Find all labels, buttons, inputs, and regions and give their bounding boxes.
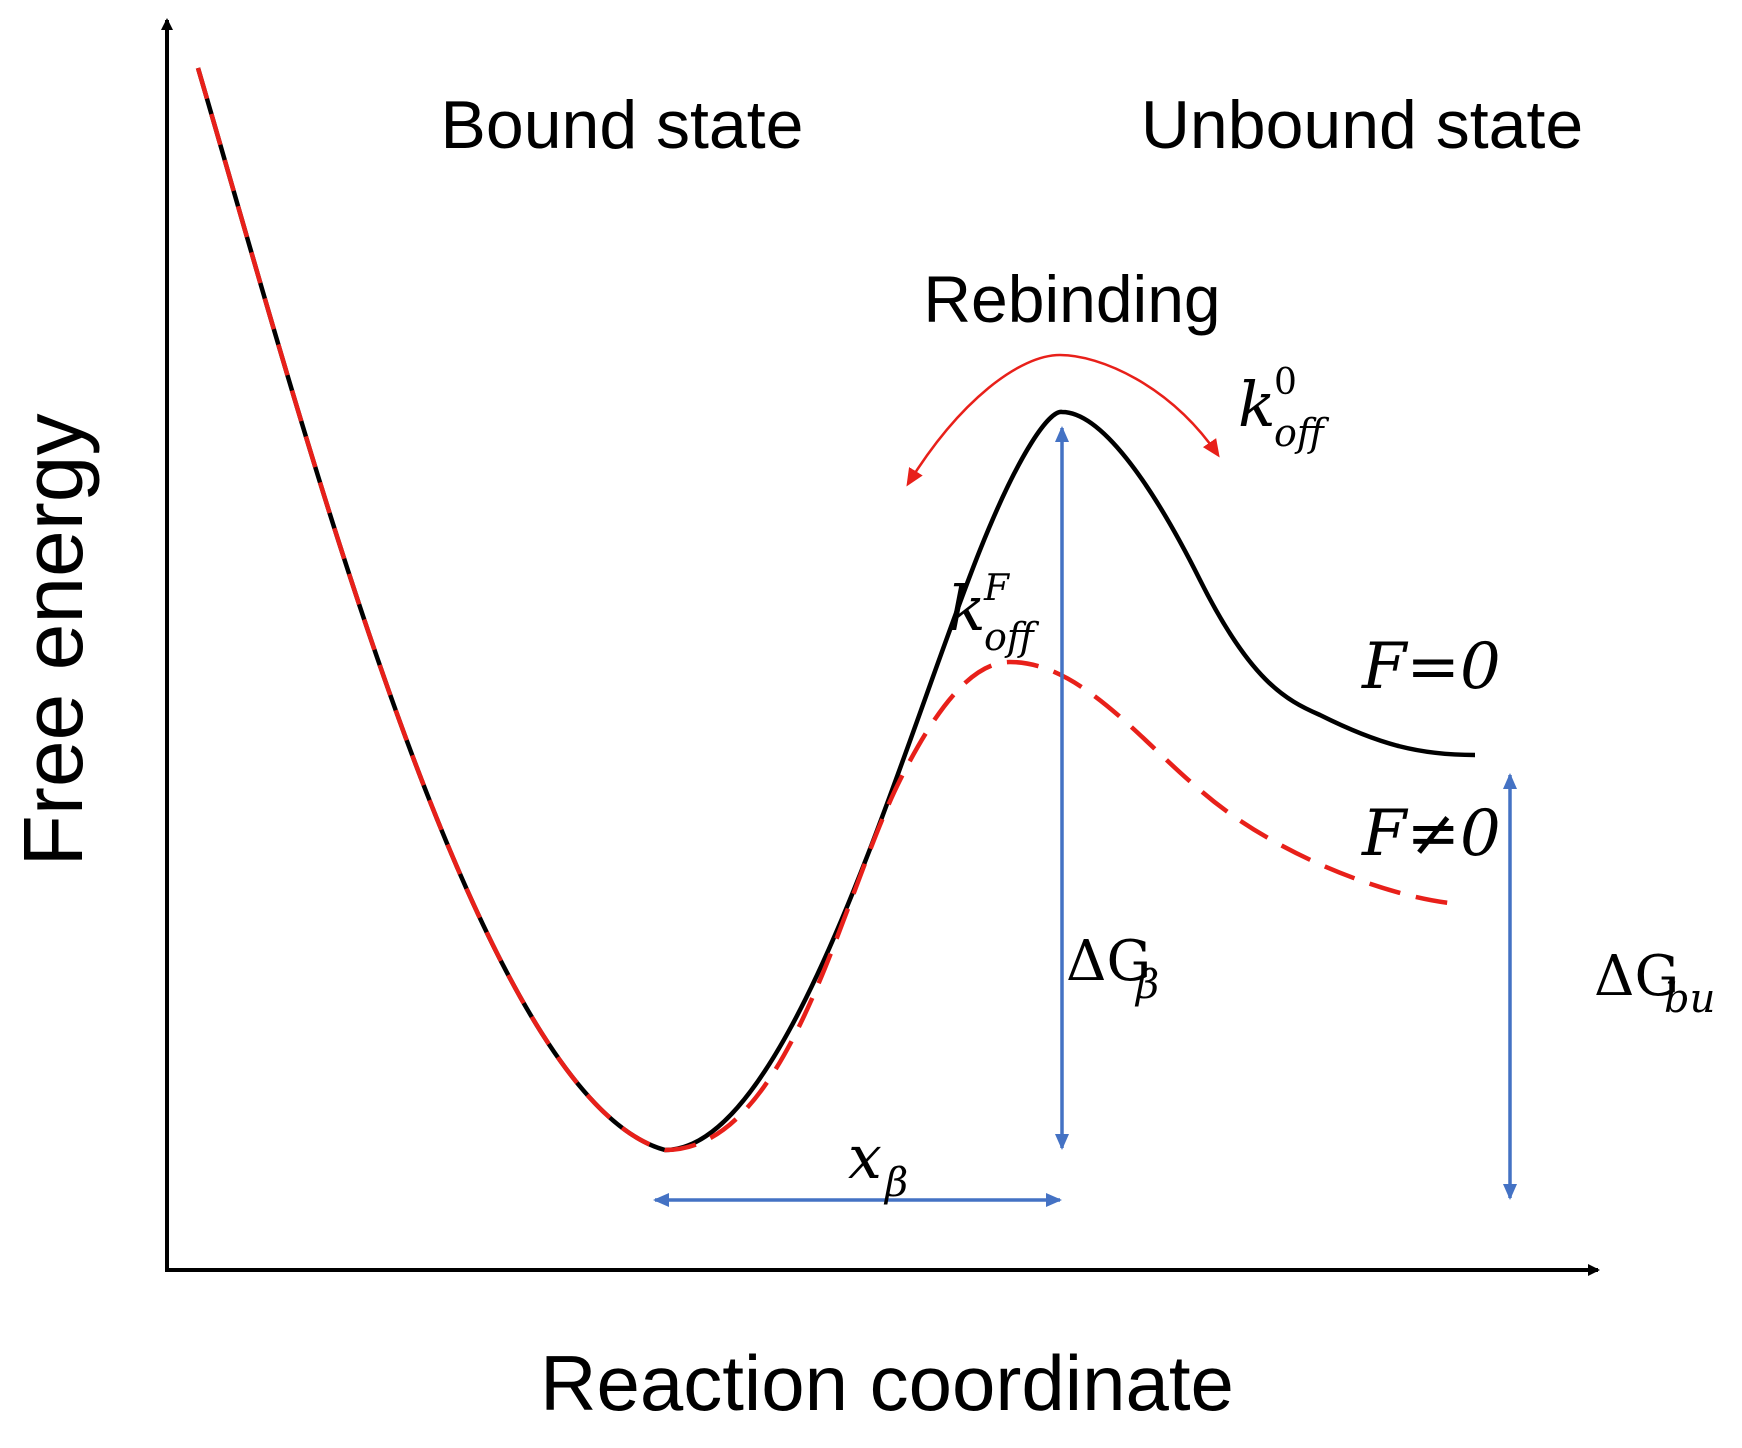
x-beta-base: x: [848, 1123, 882, 1193]
curve-label-f-nonzero: F≠0: [1361, 797, 1501, 871]
x-beta-subscript: β: [883, 1160, 908, 1206]
k-off-zero-label: k 0 off: [1238, 362, 1330, 455]
k-off-zero-superscript: 0: [1274, 362, 1297, 403]
delta-g-bu-subscript: bu: [1664, 976, 1715, 1022]
y-axis-label: Free energy: [6, 414, 100, 867]
rebinding-arrow: [906, 353, 1220, 487]
curve-label-f-zero: F=0: [1361, 630, 1501, 704]
delta-g-beta-base: ΔG: [1066, 929, 1151, 994]
free-energy-curve-f-zero: [195, 67, 1476, 1153]
unbound-state-label: Unbound state: [1141, 87, 1583, 163]
free-energy-curve-f-nonzero: [195, 67, 1461, 1153]
k-off-force-subscript: off: [984, 615, 1040, 659]
k-off-force-base: k: [948, 572, 986, 645]
delta-g-beta-subscript: β: [1134, 962, 1159, 1008]
k-off-zero-subscript: off: [1274, 411, 1330, 455]
bound-state-label: Bound state: [441, 87, 804, 163]
delta-g-bu-label: ΔG bu: [1594, 944, 1715, 1022]
delta-g-bu-base: ΔG: [1594, 944, 1679, 1009]
k-off-force-label: k F off: [948, 568, 1040, 659]
rebinding-label: Rebinding: [923, 262, 1220, 336]
k-off-zero-base: k: [1238, 368, 1276, 441]
k-off-force-superscript: F: [983, 568, 1011, 609]
delta-g-beta-label: ΔG β: [1066, 929, 1159, 1008]
x-beta-label: x β: [848, 1123, 908, 1206]
x-axis-label: Reaction coordinate: [540, 1339, 1234, 1427]
